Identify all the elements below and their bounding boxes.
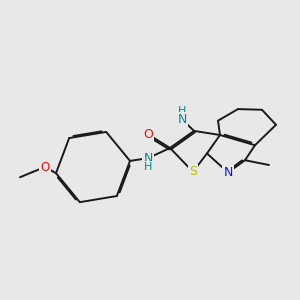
Text: H: H (178, 106, 186, 116)
Text: N: N (143, 152, 153, 165)
Text: N: N (177, 113, 187, 126)
Text: H: H (144, 162, 152, 172)
Text: S: S (189, 165, 197, 178)
Text: O: O (143, 128, 153, 141)
Text: O: O (40, 160, 50, 173)
Text: N: N (223, 166, 233, 179)
